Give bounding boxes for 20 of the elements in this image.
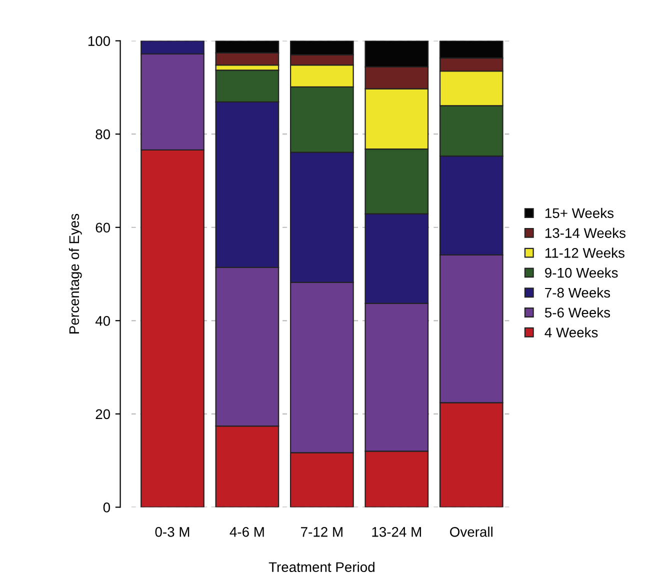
x-tick-label: Overall <box>450 526 492 537</box>
y-tick-label: 0 <box>103 502 110 512</box>
legend-label: 15+ Weeks <box>545 208 614 218</box>
x-axis-title: Treatment Period <box>268 562 374 572</box>
legend-label: 13-14 Weeks <box>545 228 626 238</box>
y-tick-label: 100 <box>88 36 110 46</box>
legend-label: 11-12 Weeks <box>545 248 624 258</box>
y-axis-title: Percentage of Eyes <box>68 214 82 334</box>
y-tick-label: 60 <box>96 222 110 233</box>
y-tick-label: 40 <box>95 316 110 326</box>
x-tick-label: 7-12 M <box>301 527 342 537</box>
x-tick-label: 13-24 M <box>372 527 421 537</box>
x-tick-label: 4-6 M <box>230 527 264 537</box>
legend-label: 7-8 Weeks <box>545 287 610 298</box>
legend-label: 5-6 Weeks <box>544 307 610 318</box>
y-tick-label: 20 <box>96 409 110 420</box>
x-tick-label: 0-3 M <box>155 527 190 537</box>
y-tick-label: 80 <box>96 129 110 140</box>
legend-label: 4 Weeks <box>544 327 598 338</box>
legend-label: 9-10 Weeks <box>545 268 618 278</box>
